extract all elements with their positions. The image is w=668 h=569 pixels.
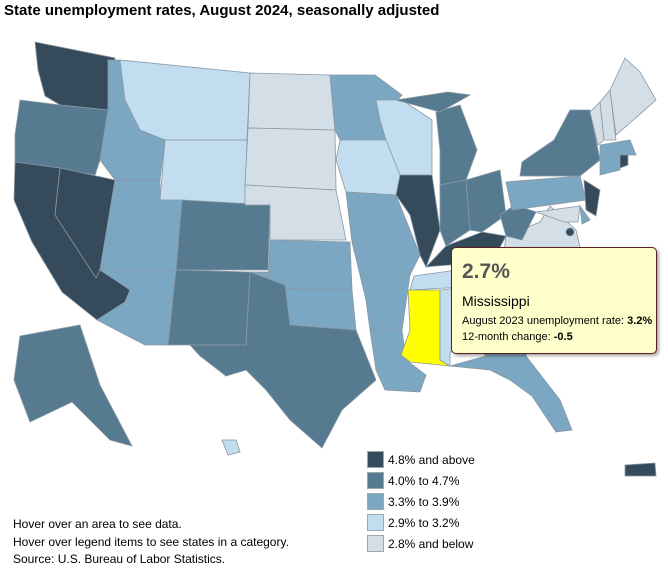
tooltip-change: 12-month change: -0.5 — [462, 331, 573, 343]
state-md[interactable] — [535, 205, 581, 223]
state-ma[interactable] — [599, 139, 637, 156]
state-in[interactable] — [439, 179, 471, 247]
tooltip-change-value: -0.5 — [553, 331, 573, 343]
legend: 4.8% and above 4.0% to 4.7% 3.3% to 3.9%… — [367, 449, 475, 554]
legend-item[interactable]: 2.8% and below — [367, 533, 475, 554]
legend-item[interactable]: 3.3% to 3.9% — [367, 491, 475, 512]
state-de[interactable] — [579, 204, 591, 225]
state-sd[interactable] — [244, 127, 337, 191]
state-nd[interactable] — [247, 72, 336, 131]
tooltip-previous-rate-label: August 2023 unemployment rate: — [462, 315, 628, 327]
legend-swatch — [367, 493, 384, 510]
state-wa[interactable] — [34, 41, 116, 111]
state-mi[interactable] — [435, 104, 478, 186]
state-nj[interactable] — [583, 179, 601, 217]
state-dc[interactable] — [565, 227, 575, 237]
notes: Hover over an area to see data. Hover ov… — [13, 516, 289, 569]
state-nv[interactable] — [54, 167, 116, 279]
state-ar[interactable] — [359, 274, 411, 331]
state-wy[interactable] — [159, 139, 248, 206]
legend-label: 4.0% to 4.7% — [388, 473, 460, 488]
state-nm[interactable] — [167, 269, 251, 346]
state-me[interactable] — [609, 57, 657, 136]
tooltip-change-label: 12-month change: — [462, 331, 554, 343]
note-hover-legend: Hover over legend items to see states in… — [13, 534, 289, 549]
tooltip-state-name: Mississippi — [462, 293, 530, 309]
state-oh[interactable] — [465, 169, 507, 233]
legend-item[interactable]: 4.0% to 4.7% — [367, 470, 475, 491]
tooltip-rate: 2.7% — [462, 260, 510, 283]
legend-item[interactable]: 4.8% and above — [367, 449, 475, 470]
state-mt[interactable] — [119, 59, 251, 141]
state-or[interactable] — [14, 99, 109, 176]
state-ct[interactable] — [599, 154, 621, 176]
state-mi[interactable] — [395, 91, 472, 113]
source-note: Source: U.S. Bureau of Labor Statistics. — [13, 552, 226, 566]
legend-swatch — [367, 451, 384, 468]
state-nh[interactable] — [599, 89, 617, 141]
legend-label: 3.3% to 3.9% — [388, 494, 460, 509]
legend-item[interactable]: 2.9% to 3.2% — [367, 512, 475, 533]
legend-label: 2.8% and below — [388, 536, 474, 551]
legend-swatch — [367, 514, 384, 531]
legend-swatch — [367, 535, 384, 552]
state-ks[interactable] — [267, 239, 353, 291]
legend-label: 4.8% and above — [388, 452, 475, 467]
state-co[interactable] — [175, 199, 271, 271]
state-tx[interactable] — [189, 271, 377, 449]
state-fl[interactable] — [449, 355, 573, 433]
map-title: State unemployment rates, August 2024, s… — [4, 2, 440, 19]
state-ri[interactable] — [619, 154, 629, 169]
state-pa[interactable] — [505, 175, 587, 211]
state-il[interactable] — [395, 174, 441, 268]
state-ny[interactable] — [519, 109, 601, 177]
note-hover-area: Hover over an area to see data. — [13, 517, 182, 531]
state-ak[interactable] — [13, 324, 133, 447]
state-hi[interactable] — [221, 439, 241, 456]
tooltip-previous-rate-value: 3.2% — [627, 315, 653, 327]
legend-swatch — [367, 472, 384, 489]
legend-label: 2.9% to 3.2% — [388, 515, 460, 530]
state-tooltip: 2.7% Mississippi August 2023 unemploymen… — [451, 247, 657, 354]
state-pr[interactable] — [624, 462, 657, 477]
state-la[interactable] — [369, 329, 427, 393]
tooltip-previous-rate: August 2023 unemployment rate: 3.2% — [462, 315, 652, 327]
